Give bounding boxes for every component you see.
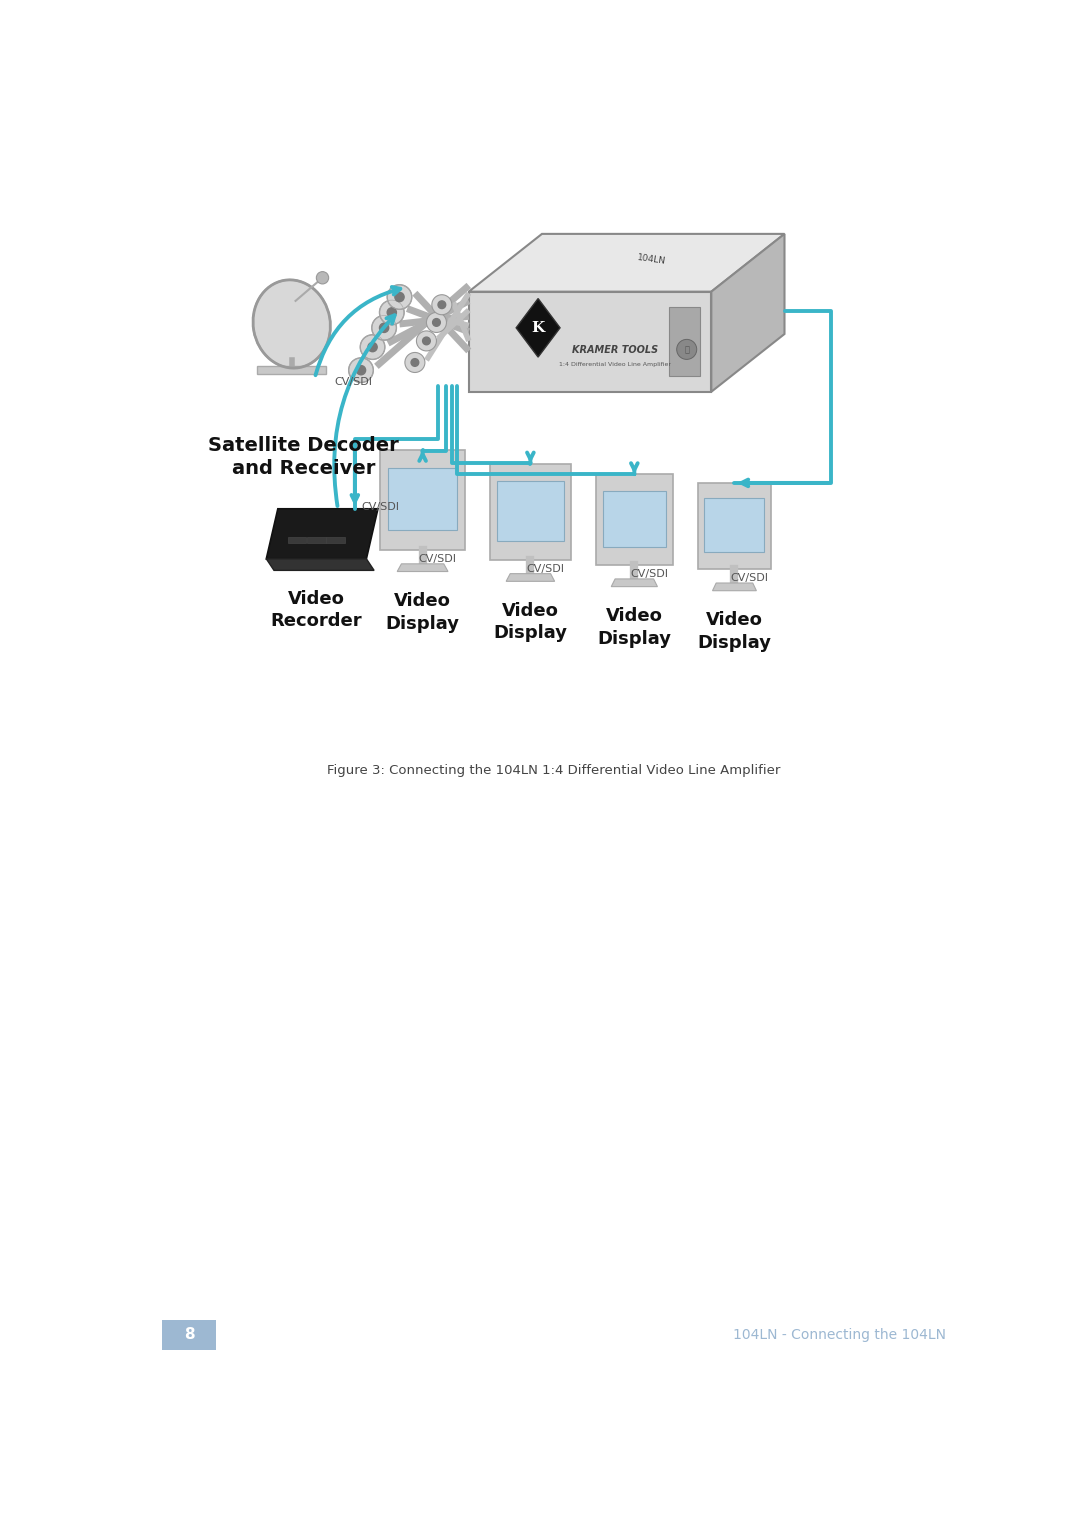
- Text: Video
Recorder: Video Recorder: [270, 590, 362, 630]
- Circle shape: [432, 294, 451, 314]
- Text: 104LN: 104LN: [637, 253, 666, 267]
- Text: Figure 3: Connecting the 104LN 1:4 Differential Video Line Amplifier: Figure 3: Connecting the 104LN 1:4 Diffe…: [327, 764, 780, 777]
- Polygon shape: [267, 559, 374, 570]
- Text: 1:4 Differential Video Line Amplifier: 1:4 Differential Video Line Amplifier: [559, 362, 671, 366]
- Text: Satellite Decoder
and Receiver: Satellite Decoder and Receiver: [207, 435, 399, 478]
- Circle shape: [372, 316, 396, 340]
- Circle shape: [405, 352, 424, 372]
- Polygon shape: [380, 450, 465, 550]
- Circle shape: [387, 285, 411, 309]
- Ellipse shape: [253, 280, 330, 368]
- Bar: [603, 490, 666, 547]
- Polygon shape: [469, 234, 784, 291]
- Circle shape: [433, 319, 441, 326]
- FancyBboxPatch shape: [162, 1321, 216, 1350]
- Bar: [669, 306, 700, 377]
- Text: CV/SDI: CV/SDI: [334, 377, 372, 386]
- Circle shape: [387, 308, 396, 317]
- Polygon shape: [507, 573, 555, 581]
- Polygon shape: [490, 464, 571, 559]
- Polygon shape: [611, 579, 658, 587]
- Polygon shape: [267, 509, 378, 559]
- Polygon shape: [516, 299, 561, 357]
- Circle shape: [395, 293, 404, 302]
- Polygon shape: [698, 483, 771, 570]
- Circle shape: [316, 271, 328, 283]
- Text: CV/SDI: CV/SDI: [361, 502, 399, 512]
- Text: Video
Display: Video Display: [494, 602, 567, 642]
- Bar: [307, 538, 325, 544]
- Circle shape: [356, 366, 366, 375]
- Text: ⏻: ⏻: [685, 345, 689, 354]
- Text: K: K: [531, 320, 544, 336]
- Text: Video
Display: Video Display: [597, 607, 672, 648]
- Circle shape: [411, 358, 419, 366]
- Bar: [497, 481, 564, 541]
- Text: 104LN - Connecting the 104LN: 104LN - Connecting the 104LN: [733, 1328, 946, 1342]
- Text: Video
Display: Video Display: [698, 611, 771, 651]
- Circle shape: [677, 340, 697, 360]
- Text: KRAMER TOOLS: KRAMER TOOLS: [572, 345, 658, 355]
- Text: CV/SDI: CV/SDI: [730, 573, 769, 584]
- Polygon shape: [596, 475, 673, 565]
- Bar: [388, 467, 457, 530]
- Polygon shape: [397, 564, 448, 571]
- Polygon shape: [469, 291, 712, 392]
- Polygon shape: [257, 366, 326, 374]
- Circle shape: [379, 323, 389, 332]
- Text: 8: 8: [184, 1328, 194, 1342]
- Polygon shape: [713, 584, 756, 591]
- Text: CV/SDI: CV/SDI: [419, 555, 457, 564]
- Text: Video
Display: Video Display: [386, 593, 460, 633]
- Circle shape: [368, 343, 377, 352]
- Circle shape: [361, 336, 384, 360]
- Circle shape: [379, 300, 404, 325]
- Text: CV/SDI: CV/SDI: [527, 564, 565, 573]
- Polygon shape: [712, 234, 784, 392]
- Bar: [288, 538, 307, 544]
- Circle shape: [349, 358, 374, 383]
- Circle shape: [422, 337, 430, 345]
- Bar: [704, 498, 765, 552]
- Circle shape: [427, 313, 446, 332]
- Bar: [326, 538, 345, 544]
- Text: CV/SDI: CV/SDI: [631, 568, 669, 579]
- Circle shape: [438, 300, 446, 308]
- Circle shape: [417, 331, 436, 351]
